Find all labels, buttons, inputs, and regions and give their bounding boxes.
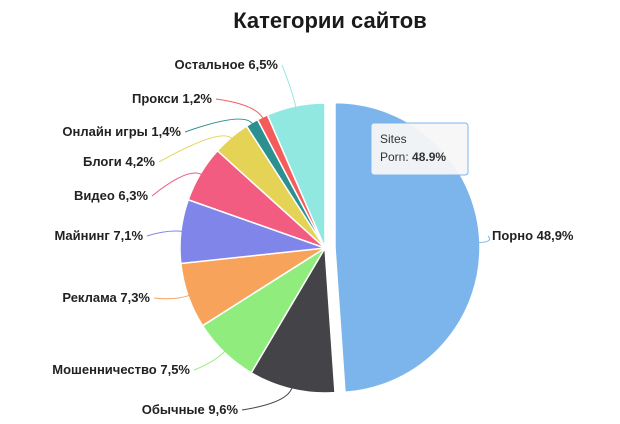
tooltip-value: 48.9%: [412, 150, 446, 164]
data-label-4: Майнинг 7,1%: [54, 228, 143, 243]
leader-line-0: [477, 235, 491, 244]
chart-title: Категории сайтов: [233, 8, 427, 33]
data-label-8: Прокси 1,2%: [132, 91, 212, 106]
leader-line-6: [158, 135, 233, 163]
data-label-3: Реклама 7,3%: [62, 290, 150, 305]
leader-line-4: [146, 230, 184, 237]
leader-line-8: [215, 98, 264, 120]
tooltip-line: Porn: 48.9%: [380, 150, 446, 164]
tooltip-separator: :: [405, 150, 412, 164]
leader-line-9: [281, 64, 297, 109]
leader-line-3: [153, 294, 191, 300]
tooltip-series: Sites: [380, 132, 407, 146]
tooltip: Sites Porn: 48.9%: [370, 122, 469, 176]
data-label-9: Остальное 6,5%: [175, 57, 279, 72]
data-label-5: Видео 6,3%: [74, 188, 148, 203]
data-label-1: Обычные 9,6%: [142, 402, 239, 417]
data-label-6: Блоги 4,2%: [83, 154, 155, 169]
leader-line-1: [241, 386, 293, 411]
leader-line-5: [151, 172, 203, 197]
data-label-2: Мошенничество 7,5%: [52, 362, 190, 377]
data-label-0: Порно 48,9%: [492, 228, 574, 243]
data-label-7: Онлайн игры 1,4%: [62, 124, 181, 139]
leader-line-7: [184, 118, 254, 133]
leader-line-2: [193, 350, 226, 371]
tooltip-label: Porn: [380, 150, 405, 164]
tooltip-box: [370, 122, 469, 176]
